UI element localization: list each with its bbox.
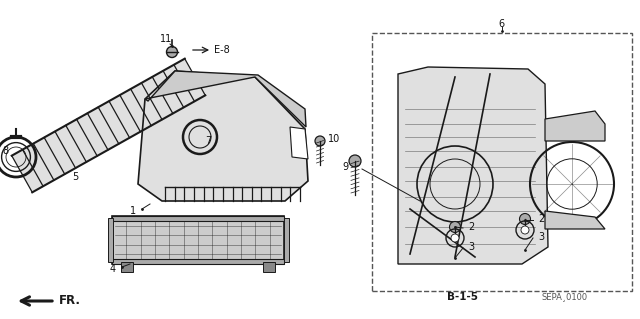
Bar bbox=[284, 218, 289, 262]
Text: 3: 3 bbox=[468, 242, 474, 252]
Polygon shape bbox=[138, 71, 308, 201]
Polygon shape bbox=[290, 127, 308, 159]
Circle shape bbox=[349, 155, 361, 167]
Circle shape bbox=[521, 226, 529, 234]
Polygon shape bbox=[545, 111, 605, 141]
Text: 9: 9 bbox=[342, 162, 348, 172]
Polygon shape bbox=[545, 211, 605, 229]
Text: B-1-5: B-1-5 bbox=[447, 292, 477, 302]
Text: 6: 6 bbox=[498, 19, 504, 29]
Bar bbox=[112, 216, 284, 264]
Text: 10: 10 bbox=[328, 134, 340, 144]
Text: 11: 11 bbox=[160, 34, 172, 44]
Polygon shape bbox=[145, 71, 306, 127]
Bar bbox=[108, 218, 113, 262]
Circle shape bbox=[520, 213, 531, 225]
Bar bbox=[112, 259, 284, 264]
Bar bbox=[112, 216, 284, 221]
Polygon shape bbox=[12, 59, 205, 192]
Bar bbox=[372, 33, 632, 291]
Text: 7: 7 bbox=[205, 136, 211, 146]
Circle shape bbox=[449, 221, 461, 233]
Text: SEPA¸0100: SEPA¸0100 bbox=[542, 293, 588, 301]
Text: 3: 3 bbox=[538, 232, 544, 242]
Text: FR.: FR. bbox=[59, 294, 81, 308]
Text: 8: 8 bbox=[2, 146, 8, 156]
Text: 2: 2 bbox=[468, 222, 474, 232]
Text: E-8: E-8 bbox=[214, 45, 230, 55]
Circle shape bbox=[451, 234, 459, 242]
Circle shape bbox=[315, 136, 325, 146]
Polygon shape bbox=[398, 67, 548, 264]
Bar bbox=[121, 262, 133, 272]
Circle shape bbox=[166, 47, 177, 57]
Text: 1: 1 bbox=[130, 206, 136, 216]
Bar bbox=[263, 262, 275, 272]
Text: 4: 4 bbox=[110, 264, 116, 274]
Text: 5: 5 bbox=[72, 172, 78, 182]
Text: 2: 2 bbox=[538, 214, 544, 224]
